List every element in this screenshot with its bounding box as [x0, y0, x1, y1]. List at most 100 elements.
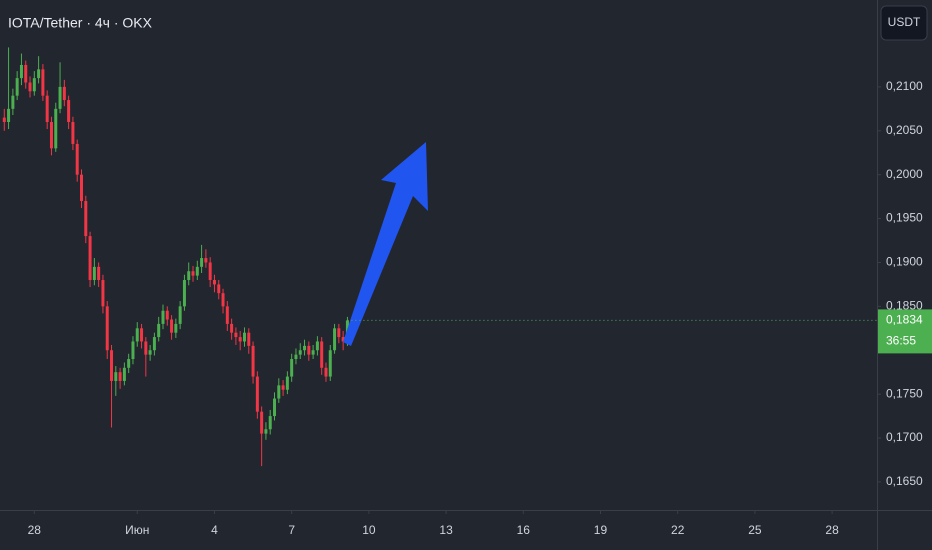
candle-body	[333, 328, 337, 351]
candle-body	[320, 341, 324, 368]
candle-body	[195, 266, 199, 276]
candle-body	[328, 350, 332, 377]
candle-body	[264, 429, 268, 434]
candle-body	[105, 306, 109, 351]
candle-body	[45, 95, 49, 123]
x-tick-label: 28	[825, 523, 839, 537]
candle-body	[187, 271, 191, 281]
candle-body	[92, 266, 96, 281]
candle-body	[54, 108, 58, 149]
candle-body	[298, 350, 302, 355]
candle-body	[307, 345, 311, 355]
currency-button[interactable]	[880, 5, 928, 41]
candle-body	[255, 376, 259, 412]
y-tick-label: 0,2050	[886, 123, 923, 137]
candle-body	[208, 262, 212, 281]
candle-body	[324, 367, 328, 377]
candle-body	[234, 332, 238, 338]
candle-body	[303, 345, 307, 351]
candle-body	[32, 78, 36, 92]
candle-body	[178, 306, 182, 324]
candle-body	[191, 271, 195, 276]
last-price-badge	[878, 309, 932, 354]
x-tick-label: 10	[362, 523, 376, 537]
candle-body	[7, 108, 11, 123]
candle-body	[337, 328, 341, 338]
x-tick-label: 13	[439, 523, 453, 537]
candle-body	[75, 143, 79, 175]
candle-body	[152, 337, 156, 351]
x-tick-label: 22	[671, 523, 685, 537]
y-tick-label: 0,1900	[886, 255, 923, 269]
candle-body	[118, 372, 122, 381]
candle-body	[230, 323, 234, 333]
candle-body	[67, 100, 71, 123]
candle-body	[58, 86, 62, 109]
candle-body	[247, 332, 251, 346]
candle-body	[28, 82, 32, 92]
candle-body	[2, 117, 6, 123]
candle-body	[315, 341, 319, 351]
candle-body	[281, 385, 285, 390]
candle-body	[101, 280, 105, 307]
candle-body	[221, 293, 225, 307]
candle-body	[200, 258, 204, 267]
candle-body	[122, 367, 126, 381]
candle-body	[311, 350, 315, 355]
candle-body	[19, 64, 23, 79]
y-tick-label: 0,2000	[886, 167, 923, 181]
y-tick-label: 0,1850	[886, 299, 923, 313]
x-tick-label: 19	[594, 523, 608, 537]
x-tick-label: 16	[517, 523, 531, 537]
x-tick-label: 4	[211, 523, 218, 537]
candle-body	[114, 372, 118, 381]
x-tick-label: Июн	[125, 523, 149, 537]
arrow-annotation	[343, 142, 428, 346]
candle-body	[157, 323, 161, 338]
candle-body	[251, 345, 255, 377]
candle-body	[294, 354, 298, 360]
currency-label[interactable]: USDT	[888, 15, 921, 29]
candle-body	[273, 398, 277, 417]
candle-body	[24, 64, 28, 83]
candle-body	[71, 122, 75, 144]
candle-body	[268, 416, 272, 430]
candle-body	[182, 280, 186, 307]
candle-body	[131, 341, 135, 360]
candle-body	[37, 69, 41, 79]
candle-body	[285, 376, 289, 390]
candle-body	[110, 350, 114, 381]
candle-body	[260, 411, 264, 434]
candle-body	[341, 337, 345, 342]
countdown-label: 36:55	[886, 334, 916, 348]
candle-body	[135, 328, 139, 342]
x-tick-label: 25	[748, 523, 762, 537]
candle-body	[242, 332, 246, 342]
candle-body	[161, 310, 165, 324]
candle-body	[225, 306, 229, 324]
candle-body	[127, 359, 131, 368]
y-tick-label: 0,1950	[886, 211, 923, 225]
candle-body	[140, 328, 144, 342]
last-price-label: 0,1834	[886, 313, 923, 327]
candle-body	[15, 78, 19, 96]
y-tick-label: 0,1750	[886, 386, 923, 400]
y-tick-label: 0,1700	[886, 430, 923, 444]
candle-body	[49, 122, 53, 149]
candle-body	[212, 280, 216, 285]
candle-body	[84, 201, 88, 237]
candle-body	[41, 69, 45, 96]
candle-body	[174, 323, 178, 333]
candle-body	[277, 385, 281, 399]
candle-body	[11, 95, 15, 109]
y-tick-label: 0,1650	[886, 474, 923, 488]
candle-body	[88, 236, 92, 281]
candle-body	[97, 266, 101, 281]
candle-body	[148, 350, 152, 355]
candle-body	[165, 310, 169, 320]
candle-body	[217, 284, 221, 294]
candle-body	[204, 258, 208, 263]
candle-body	[144, 341, 148, 355]
